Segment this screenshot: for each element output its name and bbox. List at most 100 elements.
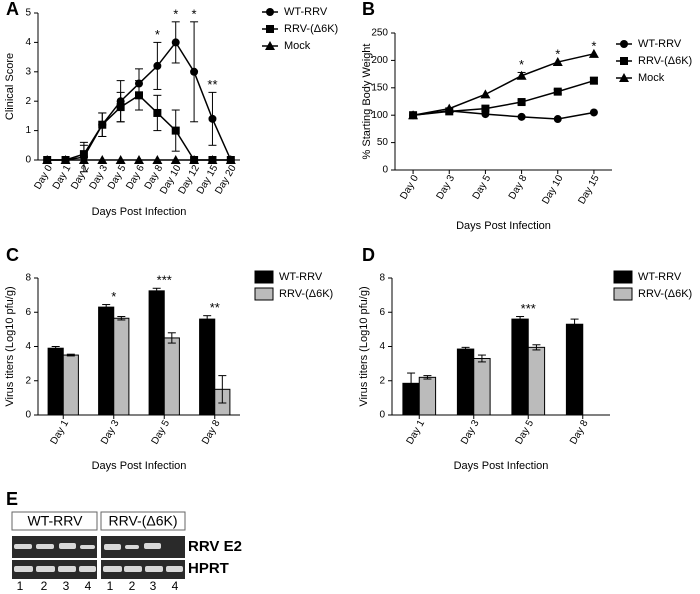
legend-swatch [254,270,274,284]
lane-label: 1 [107,579,114,593]
x-axis-title: Days Post Infection [92,206,187,218]
bar [456,348,475,416]
significance: ** [210,300,220,315]
bar [62,354,79,416]
significance: ** [207,77,217,92]
x-tick-label: Day 10 [540,173,566,206]
error-bar [423,375,432,380]
bar [148,290,165,416]
lane-label: 1 [17,579,24,593]
lane-label: 4 [85,579,92,593]
x-tick-label: Day 3 [435,173,458,202]
significance: * [192,6,197,21]
significance: * [519,57,524,72]
marker [481,104,490,113]
lane-label: 4 [172,579,179,593]
y-tick-label: 8 [379,273,385,284]
y-tick-label: 200 [371,55,388,66]
marker [480,89,491,99]
bar [511,318,529,416]
marker [265,41,275,50]
gel-bands [14,543,183,572]
x-tick-label: Day 1 [405,418,428,447]
x-tick-label: Day 3 [99,418,122,447]
chart-panel: D 0 2 4 6 8 Day 1 Day 3 Day 5 Day 8 Virus titers (… [358,245,692,472]
legend-label: RRV-(Δ6K) [284,23,338,35]
marker [589,108,598,117]
marker [266,8,274,16]
y-tick-label: 0 [379,410,385,421]
marker [516,70,527,80]
marker [115,155,126,164]
marker [189,155,200,164]
gel-strip [101,560,185,579]
group-label: WT-RRV [28,513,84,529]
legend-swatch [254,287,274,301]
error-bar [461,346,470,352]
marker [97,155,108,164]
y-tick-label: 8 [25,273,31,284]
y-tick-label: 250 [371,28,388,39]
error-bar [218,375,227,404]
significance: * [173,6,178,21]
x-axis-title: Days Post Infection [454,460,549,472]
legend-label: WT-RRV [638,38,682,50]
y-tick-label: 6 [379,307,385,318]
legend-label: WT-RRV [638,271,682,283]
x-tick-label: Day 8 [200,418,223,447]
marker [78,155,89,164]
error-bar [532,344,541,351]
marker [553,115,562,124]
marker [208,114,217,123]
y-axis-title: Virus titers (Log10 pfu/g) [4,286,16,406]
marker [553,87,562,96]
significance: *** [157,273,172,288]
marker [620,40,628,48]
marker [153,108,162,117]
error-bar [117,316,126,321]
line [412,53,595,116]
bar [565,323,584,416]
marker [517,112,526,121]
marker [589,76,598,85]
y-tick-label: 5 [25,8,31,19]
error-bar [203,315,212,324]
marker [79,150,88,159]
y-tick-label: 2 [379,375,385,386]
bar [473,357,491,416]
lane-label: 2 [129,579,136,593]
bar [418,376,437,416]
error-bar [152,287,161,294]
legend-label: Mock [638,72,665,84]
legend-label: WT-RRV [279,271,323,283]
y-tick-label: 0 [25,155,31,166]
error-bar [407,372,416,395]
legend-label: RRV-(Δ6K) [638,55,692,67]
y-axis-title: Clinical Score [4,53,16,120]
y-tick-label: 2 [25,375,31,386]
significance: * [591,38,596,53]
x-tick-label: Day 3 [459,418,482,447]
y-tick-label: 150 [371,82,388,93]
legend-swatch [613,287,633,301]
legend-label: WT-RRV [284,6,328,18]
marker [170,155,181,164]
x-tick-label: Day 5 [514,418,537,447]
y-tick-label: 1 [25,125,31,136]
x-tick-label: Day 8 [568,418,591,447]
significance: * [111,289,116,304]
error-bar [167,332,176,344]
bar [527,346,546,416]
marker [116,103,125,112]
bar [163,337,180,416]
marker [152,155,163,164]
row-label: RRV E2 [188,538,242,555]
panel-label: C [6,245,19,265]
y-axis-title: Virus titers (Log10 pfu/g) [358,286,370,406]
gel-strip [101,536,185,558]
y-tick-label: 100 [371,110,388,121]
group-label: RRV-(Δ6K) [109,513,178,529]
marker [408,110,419,120]
error-bar [102,304,111,311]
marker [266,25,274,33]
